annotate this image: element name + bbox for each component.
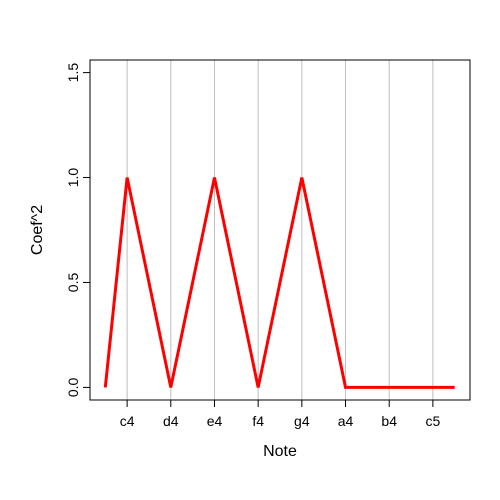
y-tick-label-3: 1.5 bbox=[65, 63, 81, 83]
coef-chart: 0.0 0.5 1.0 1.5 c4 d4 e4 f4 g4 a4 b4 c5 Note Coef^2 bbox=[0, 0, 500, 500]
y-tick-label-0: 0.0 bbox=[65, 377, 81, 397]
x-tick-label-4: g4 bbox=[294, 413, 310, 429]
x-tick-label-6: b4 bbox=[381, 413, 397, 429]
y-axis-label: Coef^2 bbox=[29, 205, 46, 255]
x-tick-label-7: c5 bbox=[425, 413, 440, 429]
y-tick-label-2: 1.0 bbox=[65, 168, 81, 188]
x-tick-label-1: d4 bbox=[163, 413, 179, 429]
x-tick-label-2: e4 bbox=[207, 413, 223, 429]
y-tick-label-1: 0.5 bbox=[65, 273, 81, 293]
chart-svg: 0.0 0.5 1.0 1.5 c4 d4 e4 f4 g4 a4 b4 c5 Note Coef^2 bbox=[0, 0, 500, 500]
x-tick-label-3: f4 bbox=[252, 413, 264, 429]
x-axis-label: Note bbox=[263, 443, 297, 460]
x-tick-label-5: a4 bbox=[338, 413, 354, 429]
x-tick-label-0: c4 bbox=[120, 413, 135, 429]
